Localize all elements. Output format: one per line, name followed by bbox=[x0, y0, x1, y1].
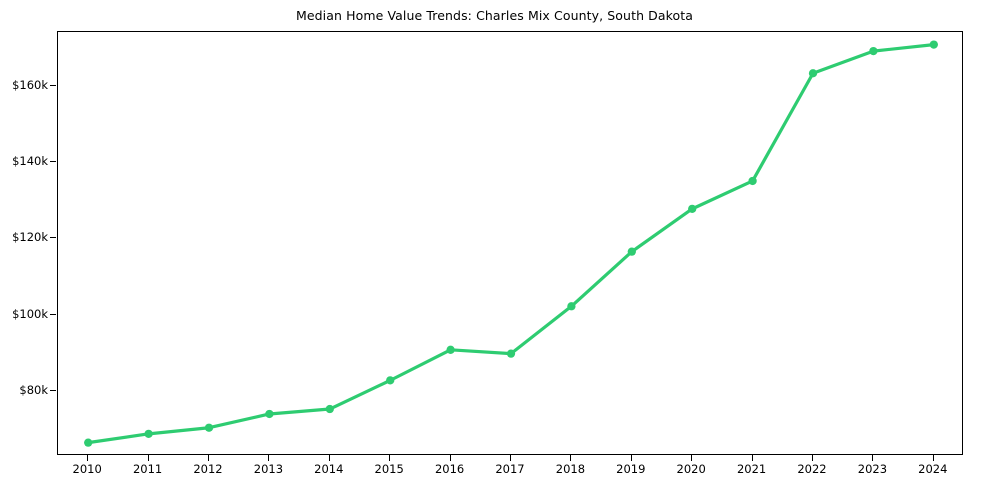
line-path-median-home-value bbox=[86, 43, 936, 445]
y-tick-label-120k: $120k bbox=[12, 230, 48, 245]
x-tick-label-2013: 2013 bbox=[253, 462, 284, 476]
x-tick-label-2015: 2015 bbox=[374, 462, 404, 476]
x-tick-mark-2022 bbox=[812, 455, 813, 461]
x-tick-mark-2012 bbox=[208, 455, 209, 461]
x-tick-mark-2016 bbox=[449, 455, 451, 461]
data-point-2010 bbox=[84, 438, 93, 447]
data-point-2023 bbox=[869, 46, 878, 56]
x-tick-label-2020: 2020 bbox=[676, 462, 706, 476]
x-tick-label-2023: 2023 bbox=[857, 462, 888, 476]
data-point-2012 bbox=[204, 423, 214, 432]
x-tick-label-2024: 2024 bbox=[918, 462, 948, 476]
x-tick-label-2019: 2019 bbox=[616, 462, 646, 476]
data-point-2018 bbox=[567, 302, 576, 311]
x-tick-mark-2017 bbox=[510, 455, 511, 461]
x-tick-mark-2020 bbox=[691, 455, 693, 461]
data-point-2020 bbox=[688, 204, 697, 214]
data-point-2017 bbox=[506, 349, 516, 358]
y-tick-label-80k: $80k bbox=[19, 383, 48, 398]
x-tick-mark-2021 bbox=[751, 455, 753, 461]
x-tick-mark-2018 bbox=[570, 455, 572, 461]
x-tick-label-2010: 2010 bbox=[72, 462, 102, 476]
x-tick-label-2017: 2017 bbox=[495, 462, 525, 476]
data-point-2016 bbox=[446, 345, 455, 354]
y-tick-mark-80k bbox=[50, 390, 56, 392]
x-tick-mark-2019 bbox=[630, 455, 632, 461]
line-series-svg bbox=[84, 40, 938, 447]
data-point-2011 bbox=[144, 429, 153, 438]
x-tick-mark-2013 bbox=[268, 455, 270, 461]
y-tick-mark-160k bbox=[50, 84, 56, 86]
y-tick-label-160k: $160k bbox=[12, 77, 48, 92]
x-tick-mark-2010 bbox=[87, 455, 89, 461]
data-point-2019 bbox=[627, 247, 636, 256]
y-tick-label-140k: $140k bbox=[12, 153, 48, 168]
data-point-2014 bbox=[325, 404, 334, 414]
data-point-2015 bbox=[386, 376, 395, 385]
x-tick-label-2022: 2022 bbox=[797, 462, 827, 476]
x-tick-label-2021: 2021 bbox=[736, 462, 767, 476]
x-tick-label-2012: 2012 bbox=[193, 462, 223, 476]
data-point-markers bbox=[84, 40, 938, 447]
x-tick-mark-2024 bbox=[932, 455, 934, 461]
y-tick-label-100k: $100k bbox=[12, 306, 48, 321]
y-tick-mark-140k bbox=[50, 160, 56, 162]
y-axis-labels: $80k $100k $120k $140k $160k bbox=[0, 0, 48, 490]
x-tick-mark-2015 bbox=[389, 455, 391, 461]
x-tick-mark-2023 bbox=[872, 455, 874, 461]
x-tick-label-2018: 2018 bbox=[555, 462, 586, 476]
x-tick-label-2011: 2011 bbox=[132, 462, 163, 476]
plot-area bbox=[57, 31, 963, 455]
y-tick-mark-120k bbox=[50, 237, 56, 239]
x-tick-mark-2014 bbox=[328, 455, 330, 461]
y-tick-mark-100k bbox=[50, 313, 56, 315]
chart-title: Median Home Value Trends: Charles Mix Co… bbox=[295, 8, 694, 23]
x-tick-label-2014: 2014 bbox=[314, 462, 344, 476]
data-point-2013 bbox=[265, 409, 274, 419]
x-tick-mark-2011 bbox=[147, 455, 149, 461]
data-point-2024 bbox=[929, 40, 938, 49]
data-point-2022 bbox=[808, 69, 818, 78]
data-point-2021 bbox=[748, 176, 757, 186]
x-tick-label-2016: 2016 bbox=[434, 462, 465, 476]
